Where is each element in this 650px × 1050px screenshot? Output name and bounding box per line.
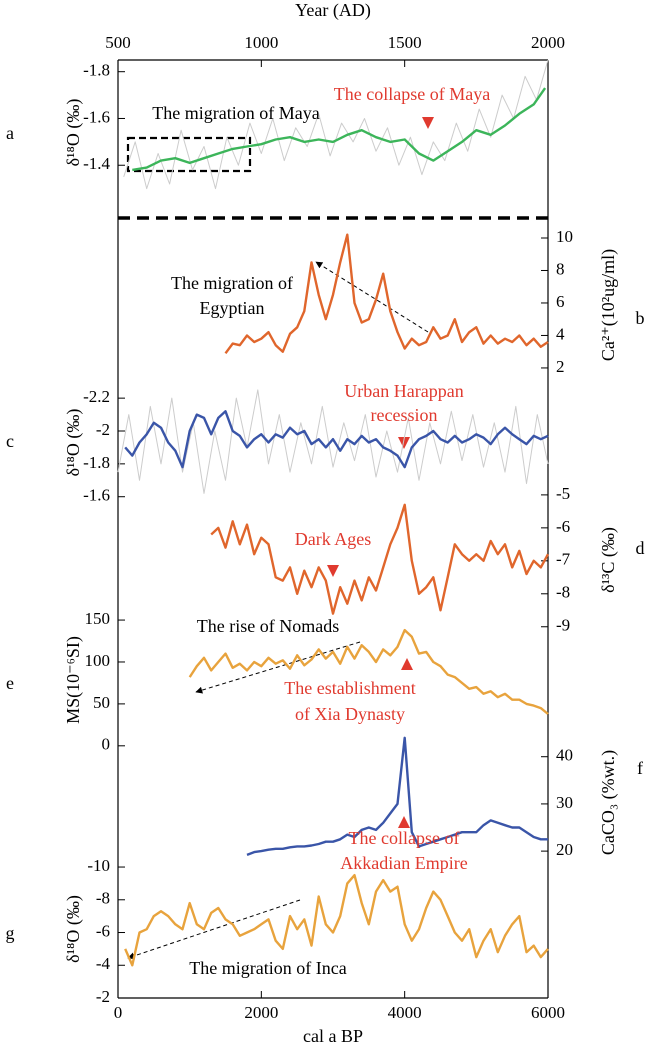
triangle	[327, 565, 339, 577]
y-tick-label: -1.6	[83, 107, 110, 126]
panel-label: c	[6, 431, 14, 451]
arrow	[127, 899, 301, 960]
x-tick-label: 4000	[388, 1003, 422, 1022]
data-line	[124, 874, 549, 967]
panel-label: e	[6, 673, 14, 693]
y-tick-label: 6	[556, 292, 565, 311]
y-tick-label: 4	[556, 324, 565, 343]
y-axis-title: δ¹⁸O (‰)	[63, 895, 84, 963]
x-tick-label: 2000	[244, 1003, 278, 1022]
annotation: of Xia Dynasty	[295, 704, 405, 724]
arrow	[315, 261, 429, 333]
highlight-box	[126, 136, 252, 173]
data-line	[188, 628, 549, 715]
y-tick-label: 0	[102, 735, 111, 754]
y-tick-label: -6	[556, 517, 570, 536]
annotation: Akkadian Empire	[340, 853, 467, 873]
triangle	[398, 816, 410, 828]
panel-label: f	[637, 758, 643, 778]
y-tick-label: -10	[87, 856, 110, 875]
y-tick-label: -2	[96, 420, 110, 439]
data-line	[123, 59, 549, 190]
annotation: The establishment	[284, 678, 415, 698]
y-tick-label: -9	[556, 616, 570, 635]
annotation: The rise of Nomads	[197, 616, 339, 636]
annotation: The collapse of Maya	[334, 84, 490, 104]
y-tick-label: -4	[96, 954, 111, 973]
annotation: recession	[371, 405, 438, 425]
y-tick-label: -1.8	[83, 453, 110, 472]
arrow	[195, 641, 361, 694]
y-tick-label: 20	[556, 840, 573, 859]
y-axis-title: δ¹⁸O (‰)	[63, 409, 84, 477]
y-axis-title: δ¹⁸O (‰)	[63, 99, 84, 167]
y-axis-title: CaCO₃ (%wt.)	[598, 750, 619, 855]
y-tick-label: -1.8	[83, 61, 110, 80]
panel-label: a	[6, 123, 14, 143]
annotation: The migration of	[171, 273, 293, 293]
annotation: Dark Ages	[295, 529, 371, 549]
x-tick-label: 0	[114, 1003, 123, 1022]
y-tick-label: -7	[556, 550, 571, 569]
annotation: Egyptian	[200, 298, 265, 318]
y-axis-title: Ca²⁺(10²ug/ml)	[598, 249, 619, 361]
panel-label: b	[636, 308, 645, 328]
data-line	[210, 503, 550, 615]
annotation: Urban Harappan	[344, 381, 463, 401]
y-tick-label: -1.6	[83, 486, 110, 505]
x2-tick-label: 500	[105, 33, 131, 52]
y-tick-label: 40	[556, 746, 573, 765]
event-markers	[327, 117, 434, 828]
data-line	[132, 87, 547, 172]
y-tick-label: 30	[556, 793, 573, 812]
y-tick-label: -2.2	[83, 387, 110, 406]
top-axis-title: Year (AD)	[295, 0, 371, 21]
annotation: The migration of Maya	[152, 103, 319, 123]
data-line	[124, 410, 549, 469]
y-tick-label: -8	[96, 889, 110, 908]
data-line	[246, 736, 548, 857]
x-tick-label: 6000	[531, 1003, 565, 1022]
y-tick-label: 10	[556, 227, 573, 246]
triangle	[422, 117, 434, 129]
y-tick-label: -2	[96, 987, 110, 1006]
y-axis-title: MS(10⁻⁶SI)	[63, 636, 84, 724]
bottom-axis-title: cal a BP	[303, 1026, 363, 1046]
y-tick-label: -5	[556, 484, 570, 503]
annotation: The migration of Inca	[189, 958, 346, 978]
annotation: The collapse of	[349, 828, 460, 848]
y-tick-label: -6	[96, 921, 110, 940]
triangle	[398, 437, 410, 449]
y-tick-label: 2	[556, 357, 565, 376]
y-tick-label: -1.4	[83, 154, 110, 173]
y-tick-label: 8	[556, 259, 565, 278]
triangle	[401, 658, 413, 670]
y-tick-label: -8	[556, 583, 570, 602]
y-tick-label: 50	[93, 693, 110, 712]
y-tick-label: 100	[85, 651, 111, 670]
x2-tick-label: 1000	[244, 33, 278, 52]
y-axis-title: δ¹³C (‰)	[598, 527, 619, 593]
x2-tick-label: 1500	[388, 33, 422, 52]
panel-label: d	[636, 538, 645, 558]
x2-tick-label: 2000	[531, 33, 565, 52]
y-tick-label: 150	[85, 609, 111, 628]
data-line	[117, 389, 549, 494]
panel-label: g	[6, 923, 15, 943]
data-line	[224, 233, 549, 355]
